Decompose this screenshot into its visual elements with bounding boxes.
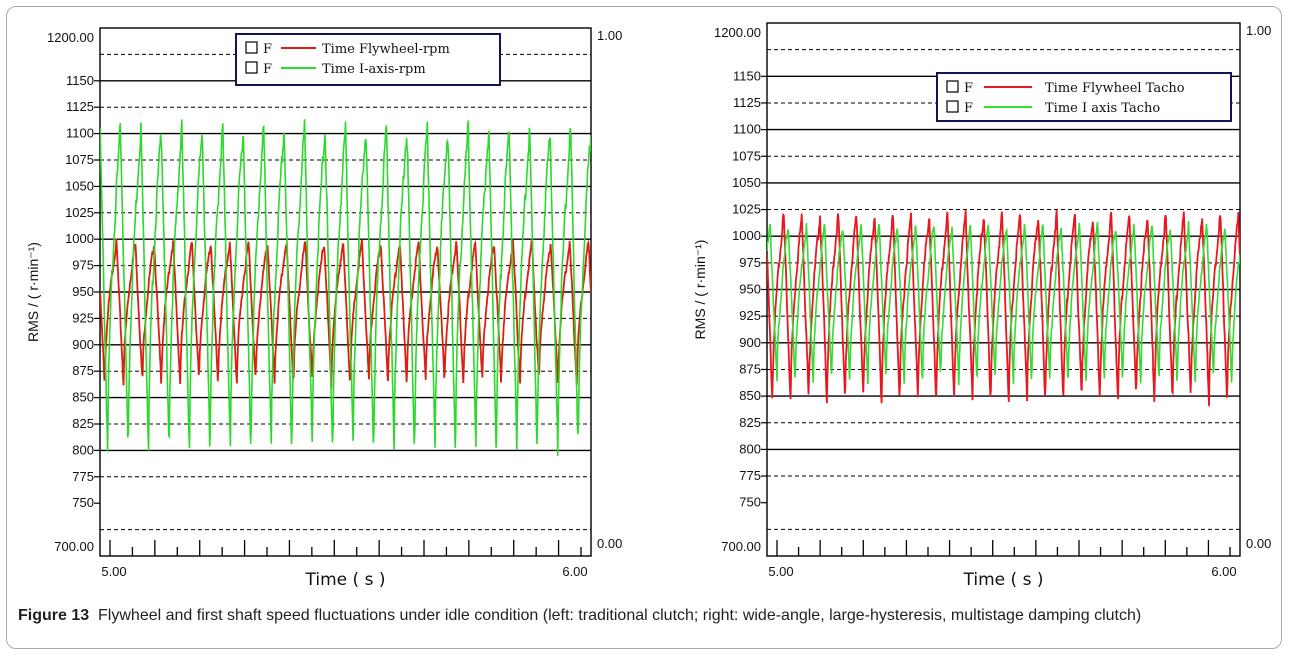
x-tick-label: 5.00: [101, 564, 126, 579]
y-axis-label: RMS / ( r·min⁻¹): [692, 240, 708, 340]
y-tick-label: 875: [72, 363, 94, 378]
y-tick-label: 900: [739, 335, 761, 350]
y-tick-label: 850: [72, 390, 94, 405]
series-line-2: [100, 119, 591, 456]
y-tick-label: 1125: [66, 99, 94, 114]
legend-checkbox: [946, 100, 959, 113]
y-tick-label: 1100: [733, 122, 761, 137]
y-tick-label: 1100: [66, 126, 94, 141]
y-tick-label: 1050: [732, 175, 761, 190]
y-tick-label: 1025: [65, 205, 94, 220]
x-tick-label: 6.00: [1211, 564, 1236, 579]
series-line-2: [767, 220, 1240, 386]
y-tick-label: 950: [72, 284, 94, 299]
y-tick-label: 950: [739, 282, 761, 297]
legend-prefix: F: [964, 81, 973, 96]
y-tick-label: 750: [739, 495, 761, 510]
legend-box: [936, 72, 1232, 122]
legend-label: Time I axis Tacho: [1045, 101, 1160, 116]
figure-label: Figure 13: [18, 607, 90, 624]
y-tick-label: 1000: [65, 231, 94, 246]
y-tick-label: 925: [739, 308, 761, 323]
y-tick-label: 1200.00: [47, 30, 94, 45]
y-tick-label: 1150: [66, 73, 94, 88]
y-tick-label: 700.00: [721, 539, 761, 554]
legend-prefix: F: [964, 101, 973, 116]
x-axis-label: Time ( s ): [305, 570, 386, 590]
y2-tick-label: 1.00: [597, 28, 622, 43]
y-tick-label: 775: [72, 469, 94, 484]
legend-box: [235, 33, 501, 86]
y-tick-label: 825: [72, 416, 94, 431]
y-tick-label: 1025: [732, 202, 761, 217]
legend-label: Time I-axis-rpm: [322, 62, 426, 77]
y-tick-label: 1150: [733, 68, 761, 83]
y-tick-label: 825: [739, 415, 761, 430]
y-tick-label: 1000: [732, 228, 761, 243]
legend-label: Time Flywheel-rpm: [322, 42, 450, 57]
figure-caption-text: Flywheel and first shaft speed fluctuati…: [98, 607, 1142, 624]
y-tick-label: 1200.00: [714, 25, 761, 40]
y-tick-label: 750: [72, 495, 94, 510]
x-tick-label: 6.00: [562, 564, 587, 579]
legend-checkbox: [946, 80, 959, 93]
y-tick-label: 775: [739, 468, 761, 483]
legend-checkbox: [245, 41, 258, 54]
series-line-1: [100, 238, 591, 389]
y-tick-label: 925: [72, 310, 94, 325]
y-tick-label: 1075: [732, 148, 761, 163]
y-tick-label: 1125: [733, 95, 761, 110]
y-tick-label: 800: [739, 441, 761, 456]
y-tick-label: 1050: [65, 178, 94, 193]
y-tick-label: 850: [739, 388, 761, 403]
y-tick-label: 975: [72, 258, 94, 273]
legend-prefix: F: [263, 62, 272, 77]
chart-left: 1200.00 1150 1125 1100 1075 1050 1025 1000 975 95…: [25, 27, 622, 590]
y2-tick-label: 0.00: [1246, 536, 1271, 551]
y-tick-label: 700.00: [54, 539, 94, 554]
y-tick-label: 900: [72, 337, 94, 352]
x-tick-label: 5.00: [768, 564, 793, 579]
y-axis-label: RMS / ( r·min⁻¹): [25, 242, 41, 342]
legend-label: Time Flywheel Tacho: [1045, 81, 1185, 96]
y-tick-label: 875: [739, 361, 761, 376]
figure-caption: Figure 13 Flywheel and first shaft speed…: [18, 604, 1268, 627]
y-tick-label: 1075: [65, 152, 94, 167]
legend-checkbox: [245, 61, 258, 74]
figure-frame: [6, 6, 1282, 649]
x-axis-label: Time ( s ): [963, 570, 1044, 590]
y2-tick-label: 0.00: [597, 536, 622, 551]
y-tick-label: 800: [72, 442, 94, 457]
y-tick-label: 975: [739, 255, 761, 270]
y2-tick-label: 1.00: [1246, 23, 1271, 38]
chart-right: 1200.00 1150 1125 1100 1075 1050 1025 1000 975 95…: [692, 22, 1271, 590]
legend-prefix: F: [263, 42, 272, 57]
